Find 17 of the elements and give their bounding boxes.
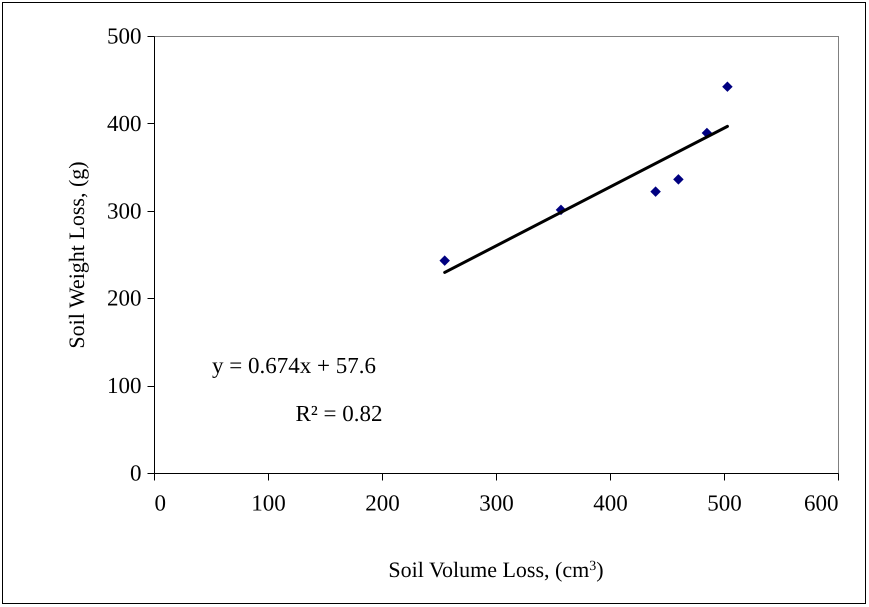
y-tick-label: 400 [107,110,142,136]
x-tick-label: 0 [154,490,166,516]
y-tick-label: 500 [107,24,142,48]
y-tick-label: 300 [107,198,142,224]
y-tick-label: 100 [107,373,142,398]
y-tick-label: 200 [107,286,142,311]
x-tick-label: 200 [365,490,400,516]
x-tick-label: 400 [593,490,628,516]
y-axis-title: Soil Weight Loss, (g) [64,161,89,349]
x-tick-label: 600 [804,490,838,516]
x-tick-label: 300 [479,490,514,516]
annotation: R² = 0.82 [296,401,382,426]
x-tick-label: 100 [251,490,286,516]
x-tick-label: 500 [707,490,742,516]
x-axis-title: Soil Volume Loss, (cm$^{3}$) [388,557,604,582]
annotation: y = 0.674x + 57.6 [212,353,376,378]
y-tick-label: 0 [130,460,142,486]
